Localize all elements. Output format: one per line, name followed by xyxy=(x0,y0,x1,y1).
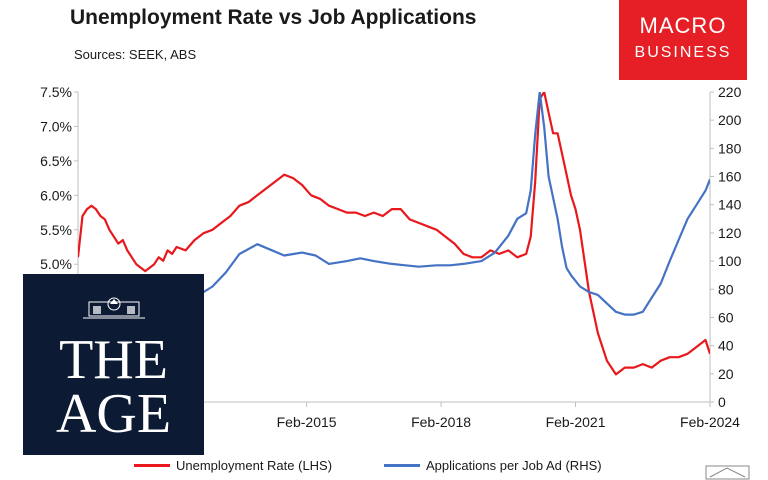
chart-axes: 7.5%7.0%6.5%6.0%5.5%5.0%2202001801601401… xyxy=(40,84,741,430)
y-right-tick-label: 140 xyxy=(718,197,742,213)
source-stamp-icon xyxy=(705,465,750,480)
chart-plot: 7.5%7.0%6.5%6.0%5.5%5.0%2202001801601401… xyxy=(40,84,741,430)
series-line-unemployment xyxy=(78,92,710,376)
y-right-tick-label: 160 xyxy=(718,169,742,185)
y-left-tick-label: 6.0% xyxy=(40,187,72,203)
x-tick-label: Feb-2015 xyxy=(277,414,337,430)
y-right-tick-label: 60 xyxy=(718,309,734,325)
x-tick-label: Feb-2024 xyxy=(680,414,740,430)
legend-label-unemployment: Unemployment Rate (LHS) xyxy=(176,458,333,473)
y-right-tick-label: 180 xyxy=(718,140,742,156)
the-age-logo-line2: AGE xyxy=(55,383,172,445)
y-left-tick-label: 7.5% xyxy=(40,84,72,100)
macro-business-logo-line2: BUSINESS xyxy=(634,44,732,61)
y-right-tick-label: 40 xyxy=(718,338,734,354)
chart-title: Unemployment Rate vs Job Applications xyxy=(70,6,477,29)
y-right-tick-label: 20 xyxy=(718,366,734,382)
legend-swatch-applications xyxy=(384,464,420,467)
legend-swatch-unemployment xyxy=(134,464,170,467)
legend-label-applications: Applications per Job Ad (RHS) xyxy=(426,458,602,473)
x-tick-label: Feb-2018 xyxy=(411,414,471,430)
crest-icon xyxy=(83,297,145,319)
y-left-tick-label: 5.5% xyxy=(40,222,72,238)
x-tick-label: Feb-2021 xyxy=(546,414,606,430)
y-right-tick-label: 120 xyxy=(718,225,742,241)
y-right-tick-label: 200 xyxy=(718,112,742,128)
macro-business-logo: MACRO BUSINESS xyxy=(619,0,747,80)
y-right-tick-label: 0 xyxy=(718,394,726,410)
chart-legend: Unemployment Rate (LHS) Applications per… xyxy=(0,456,768,478)
y-left-tick-label: 6.5% xyxy=(40,153,72,169)
the-age-logo: THE AGE xyxy=(23,274,204,455)
chart-subtitle: Sources: SEEK, ABS xyxy=(74,47,197,62)
the-age-logo-line1: THE xyxy=(59,329,168,391)
legend-item-applications: Applications per Job Ad (RHS) xyxy=(384,458,602,473)
y-right-tick-label: 220 xyxy=(718,84,742,100)
y-right-tick-label: 100 xyxy=(718,253,742,269)
y-left-tick-label: 7.0% xyxy=(40,118,72,134)
y-left-tick-label: 5.0% xyxy=(40,256,72,272)
chart-series xyxy=(78,92,710,376)
series-line-applications xyxy=(78,92,710,316)
macro-business-logo-line1: MACRO xyxy=(639,13,727,38)
legend-item-unemployment: Unemployment Rate (LHS) xyxy=(134,458,332,473)
y-right-tick-label: 80 xyxy=(718,281,734,297)
